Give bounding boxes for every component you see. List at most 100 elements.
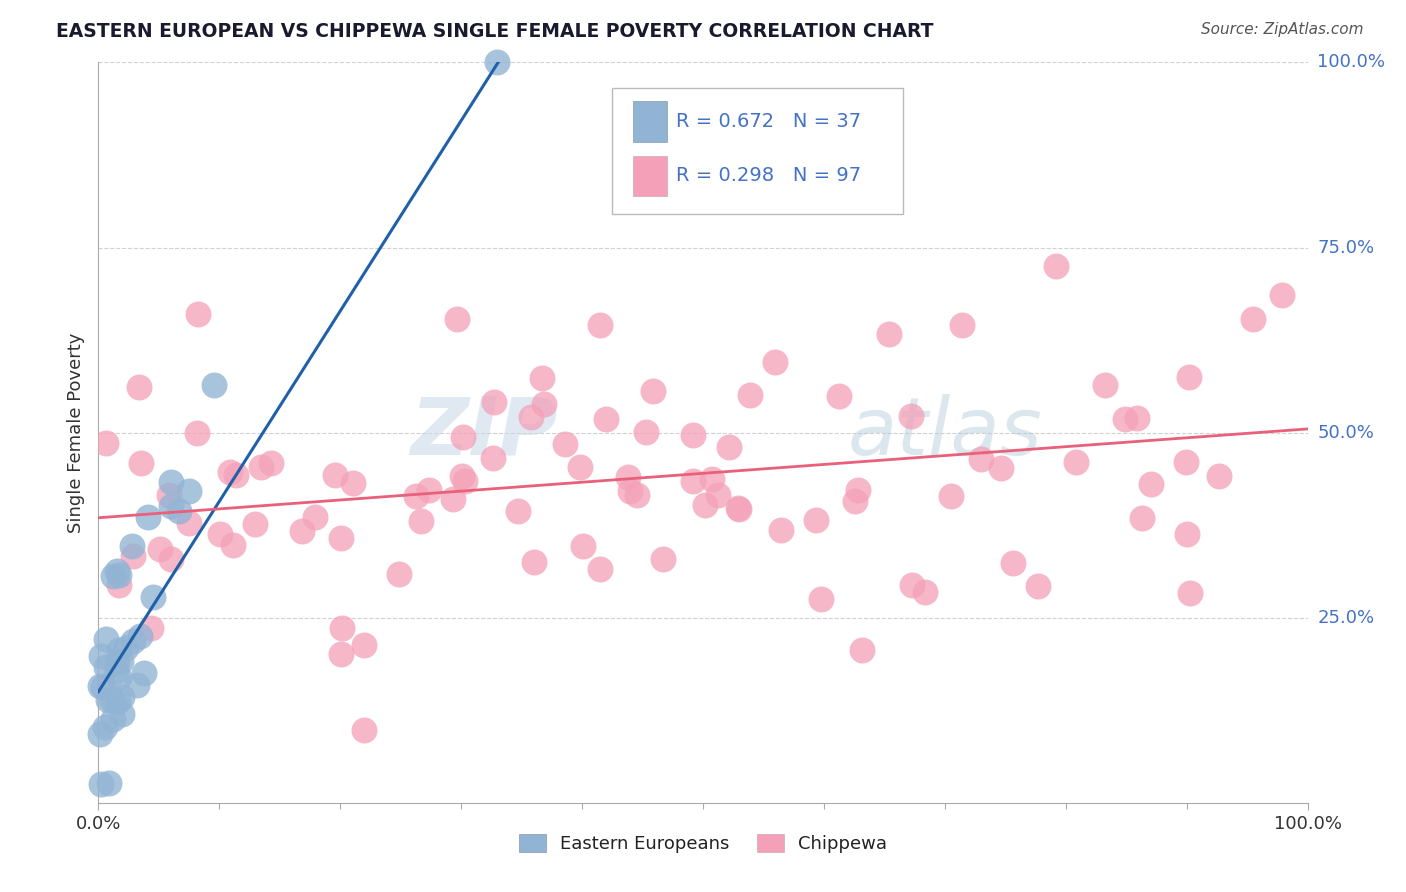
Point bbox=[1178, 586, 1201, 600]
Text: Source: ZipAtlas.com: Source: ZipAtlas.com bbox=[1201, 22, 1364, 37]
Bar bbox=[633, 101, 666, 142]
Point bbox=[418, 483, 440, 497]
Point bbox=[619, 483, 641, 498]
Point bbox=[508, 504, 530, 518]
Point bbox=[453, 430, 475, 444]
Point bbox=[588, 562, 610, 576]
Point bbox=[682, 427, 704, 442]
Point bbox=[129, 629, 152, 643]
Point bbox=[202, 378, 225, 392]
Point bbox=[219, 465, 242, 479]
Point bbox=[94, 659, 117, 673]
Bar bbox=[633, 155, 666, 196]
Point bbox=[111, 690, 134, 705]
Point bbox=[128, 380, 150, 394]
Point bbox=[1178, 369, 1201, 384]
Point bbox=[291, 524, 314, 538]
Point bbox=[533, 397, 555, 411]
Point bbox=[330, 621, 353, 635]
Point bbox=[107, 694, 129, 708]
Point bbox=[454, 475, 477, 489]
Point bbox=[446, 312, 468, 326]
Point bbox=[568, 460, 591, 475]
Point bbox=[148, 541, 170, 556]
Point bbox=[616, 469, 638, 483]
Point bbox=[97, 693, 120, 707]
Point bbox=[523, 556, 546, 570]
Point bbox=[177, 484, 200, 499]
Point bbox=[531, 371, 554, 385]
Point bbox=[96, 632, 118, 646]
Point bbox=[1045, 259, 1067, 273]
Point bbox=[589, 318, 612, 332]
Point bbox=[260, 456, 283, 470]
Point bbox=[828, 389, 851, 403]
Point bbox=[682, 474, 704, 488]
Point bbox=[486, 55, 509, 70]
Point bbox=[727, 501, 749, 516]
Point bbox=[104, 664, 127, 678]
Point bbox=[482, 394, 505, 409]
Point bbox=[554, 436, 576, 450]
Point bbox=[353, 723, 375, 738]
Point bbox=[728, 501, 751, 516]
Point bbox=[738, 388, 761, 402]
Point bbox=[139, 621, 162, 635]
Point bbox=[108, 670, 131, 684]
Point bbox=[97, 776, 120, 790]
Point bbox=[108, 568, 131, 582]
Point bbox=[136, 509, 159, 524]
Point bbox=[89, 679, 111, 693]
Point bbox=[91, 680, 114, 694]
Point bbox=[330, 531, 353, 545]
Point bbox=[482, 450, 505, 465]
Text: ZIP: ZIP bbox=[411, 393, 558, 472]
Point bbox=[763, 355, 786, 369]
Point bbox=[441, 492, 464, 507]
Text: 25.0%: 25.0% bbox=[1317, 608, 1375, 627]
Point bbox=[342, 476, 364, 491]
Point bbox=[323, 467, 346, 482]
Point bbox=[848, 483, 870, 497]
Point bbox=[1114, 412, 1136, 426]
Point bbox=[90, 776, 112, 790]
Point bbox=[89, 727, 111, 741]
Point bbox=[572, 539, 595, 553]
Point bbox=[105, 564, 128, 578]
Legend: Eastern Europeans, Chippewa: Eastern Europeans, Chippewa bbox=[512, 827, 894, 861]
Point bbox=[651, 551, 673, 566]
Point bbox=[939, 489, 962, 503]
Point bbox=[160, 551, 183, 566]
Text: R = 0.298   N = 97: R = 0.298 N = 97 bbox=[676, 167, 862, 186]
Point bbox=[243, 516, 266, 531]
Point bbox=[1140, 477, 1163, 491]
Point bbox=[451, 468, 474, 483]
Point bbox=[160, 499, 183, 513]
Point bbox=[1175, 455, 1198, 469]
Point bbox=[107, 655, 129, 669]
FancyBboxPatch shape bbox=[613, 88, 903, 214]
Text: R = 0.672   N = 37: R = 0.672 N = 37 bbox=[676, 112, 862, 131]
Point bbox=[101, 712, 124, 726]
Point bbox=[718, 440, 741, 454]
Point bbox=[411, 514, 433, 528]
Point bbox=[636, 425, 658, 440]
Point bbox=[121, 539, 143, 553]
Point bbox=[1271, 288, 1294, 302]
Point bbox=[804, 513, 827, 527]
Point bbox=[225, 467, 247, 482]
Point bbox=[702, 472, 724, 486]
Point bbox=[1175, 527, 1198, 541]
Point bbox=[187, 307, 209, 321]
Text: 75.0%: 75.0% bbox=[1317, 238, 1375, 257]
Point bbox=[208, 527, 231, 541]
Point bbox=[851, 643, 873, 657]
Text: atlas: atlas bbox=[848, 393, 1043, 472]
Point bbox=[388, 566, 411, 581]
Point bbox=[304, 510, 326, 524]
Point bbox=[177, 516, 200, 531]
Point bbox=[101, 569, 124, 583]
Point bbox=[707, 488, 730, 502]
Text: 50.0%: 50.0% bbox=[1317, 424, 1374, 442]
Point bbox=[169, 504, 191, 518]
